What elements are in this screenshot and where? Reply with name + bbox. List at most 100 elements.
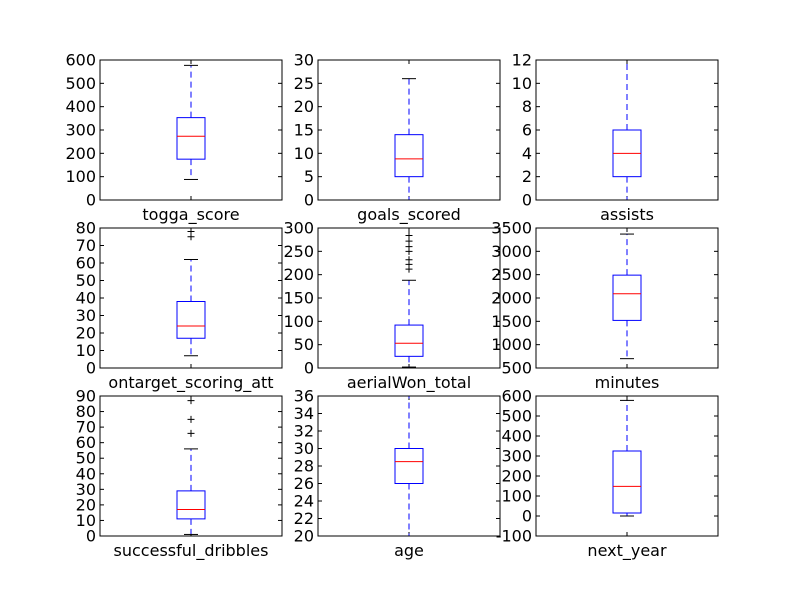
x-axis-label: successful_dribbles <box>114 541 269 561</box>
axes-frame <box>535 227 719 369</box>
y-tick-label: 10 <box>76 511 96 530</box>
y-tick-label: 60 <box>76 254 96 273</box>
y-tick-label: 2 <box>522 167 532 186</box>
y-tick-label: 0 <box>304 359 314 378</box>
iqr-box <box>394 324 424 357</box>
y-tick-label: 200 <box>65 144 96 163</box>
y-tick-label: 40 <box>76 464 96 483</box>
x-axis-label: goals_scored <box>357 205 461 225</box>
y-tick-label: 50 <box>76 271 96 290</box>
y-tick-label: 5 <box>304 167 314 186</box>
y-tick-label: 30 <box>294 51 314 70</box>
y-tick-label: 100 <box>501 487 532 506</box>
y-tick-label: 90 <box>76 387 96 406</box>
x-axis-label: age <box>394 541 424 560</box>
y-tick-label: 20 <box>294 527 314 546</box>
y-tick-label: 0 <box>86 527 96 546</box>
y-tick-label: 15 <box>294 121 314 140</box>
y-tick-label: 0 <box>86 191 96 210</box>
outlier-point <box>405 256 413 264</box>
y-tick-label: 100 <box>65 167 96 186</box>
y-tick-label: 2500 <box>491 265 532 284</box>
y-tick-label: 1000 <box>491 335 532 354</box>
panel-assists: 0 2 4 6 8 10 12 assists <box>512 51 719 224</box>
y-tick-label: 400 <box>65 97 96 116</box>
y-tick-label: 36 <box>294 387 314 406</box>
y-tick-label: 50 <box>294 335 314 354</box>
y-tick-label: 10 <box>512 74 532 93</box>
y-tick-label: 0 <box>86 359 96 378</box>
y-tick-label: 80 <box>76 219 96 238</box>
y-tick-label: 100 <box>283 312 314 331</box>
y-tick-label: 600 <box>501 387 532 406</box>
y-tick-label: 25 <box>294 74 314 93</box>
y-tick-label: 500 <box>501 359 532 378</box>
y-tick-label: 60 <box>76 433 96 452</box>
iqr-box <box>394 134 424 178</box>
y-tick-label: 6 <box>522 121 532 140</box>
y-tick-label: 400 <box>501 427 532 446</box>
y-tick-label: 600 <box>65 51 96 70</box>
y-tick-label: 200 <box>283 265 314 284</box>
y-tick-label: 34 <box>294 404 314 423</box>
y-tick-label: -100 <box>496 527 532 546</box>
outlier-point <box>187 429 195 437</box>
panel-goals-scored: 0 5 10 15 20 25 30 goals_scored <box>294 51 501 225</box>
y-tick-label: 8 <box>522 97 532 116</box>
outlier-point <box>187 228 195 235</box>
iqr-box <box>176 490 206 520</box>
y-tick-label: 28 <box>294 457 314 476</box>
y-tick-label: 4 <box>522 144 532 163</box>
y-tick-label: 50 <box>76 449 96 468</box>
y-tick-label: 22 <box>294 509 314 528</box>
y-tick-label: 0 <box>522 191 532 210</box>
y-tick-label: 70 <box>76 236 96 255</box>
y-tick-label: 3500 <box>491 219 532 238</box>
y-tick-label: 12 <box>512 51 532 70</box>
x-axis-label: ontarget_scoring_att <box>108 373 273 393</box>
y-tick-label: 0 <box>522 507 532 526</box>
y-tick-label: 20 <box>76 324 96 343</box>
x-axis-label: minutes <box>595 373 660 392</box>
panel-togga-score: 0 100 200 300 400 500 600 togga_score <box>65 51 283 225</box>
y-tick-label: 20 <box>294 97 314 116</box>
y-tick-label: 500 <box>501 407 532 426</box>
y-tick-label: 20 <box>76 495 96 514</box>
iqr-box <box>176 301 206 339</box>
y-tick-label: 30 <box>76 306 96 325</box>
outlier-point <box>187 415 195 423</box>
y-tick-label: 26 <box>294 474 314 493</box>
y-tick-label: 10 <box>294 144 314 163</box>
x-axis-label: aerialWon_total <box>347 373 471 393</box>
iqr-box <box>394 448 424 484</box>
y-tick-label: 30 <box>294 439 314 458</box>
y-tick-label: 10 <box>76 341 96 360</box>
y-tick-label: 3000 <box>491 242 532 261</box>
y-tick-label: 300 <box>283 219 314 238</box>
y-tick-label: 500 <box>65 74 96 93</box>
outlier-point <box>187 397 195 405</box>
iqr-box <box>176 117 206 160</box>
y-tick-label: 40 <box>76 289 96 308</box>
y-tick-label: 2000 <box>491 289 532 308</box>
iqr-box <box>612 450 642 514</box>
x-axis-label: togga_score <box>142 205 239 225</box>
y-tick-label: 250 <box>283 242 314 261</box>
outlier-point <box>405 231 413 239</box>
y-tick-label: 32 <box>294 422 314 441</box>
y-tick-label: 150 <box>283 289 314 308</box>
y-tick-label: 24 <box>294 492 314 511</box>
x-axis-label: next_year <box>587 541 667 561</box>
y-tick-label: 70 <box>76 418 96 437</box>
y-tick-label: 30 <box>76 480 96 499</box>
y-tick-label: 300 <box>501 447 532 466</box>
panel-minutes: 500 1000 1500 2000 2500 3000 3500 minutes <box>491 219 719 392</box>
y-tick-label: 1500 <box>491 312 532 331</box>
y-tick-label: 80 <box>76 402 96 421</box>
iqr-box <box>612 274 642 321</box>
